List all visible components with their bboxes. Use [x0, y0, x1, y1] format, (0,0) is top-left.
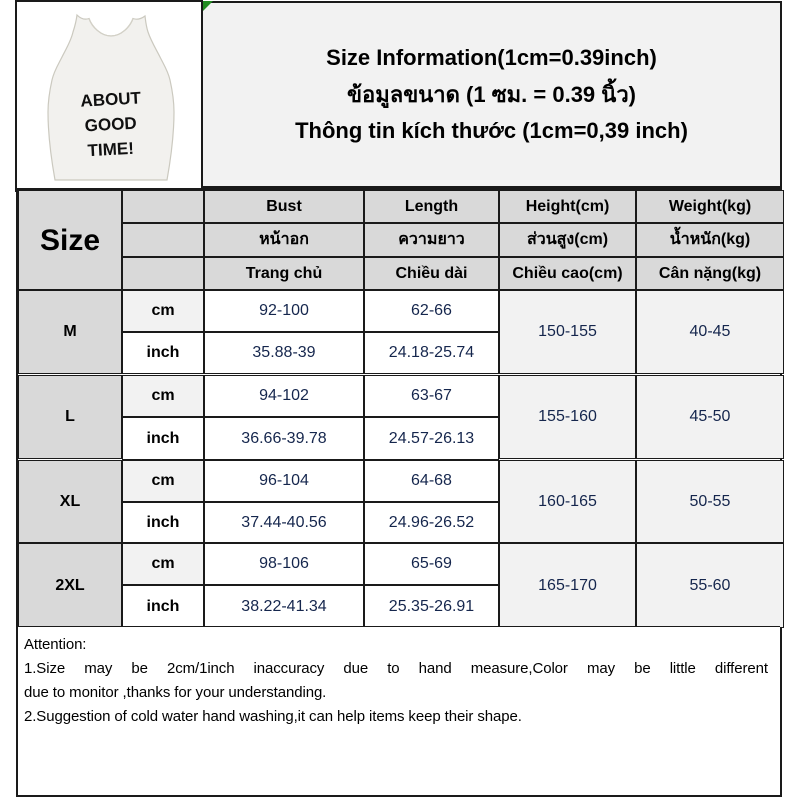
- svg-text:TIME!: TIME!: [87, 139, 134, 160]
- svg-text:GOOD: GOOD: [84, 114, 137, 136]
- svg-text:ABOUT: ABOUT: [80, 88, 142, 110]
